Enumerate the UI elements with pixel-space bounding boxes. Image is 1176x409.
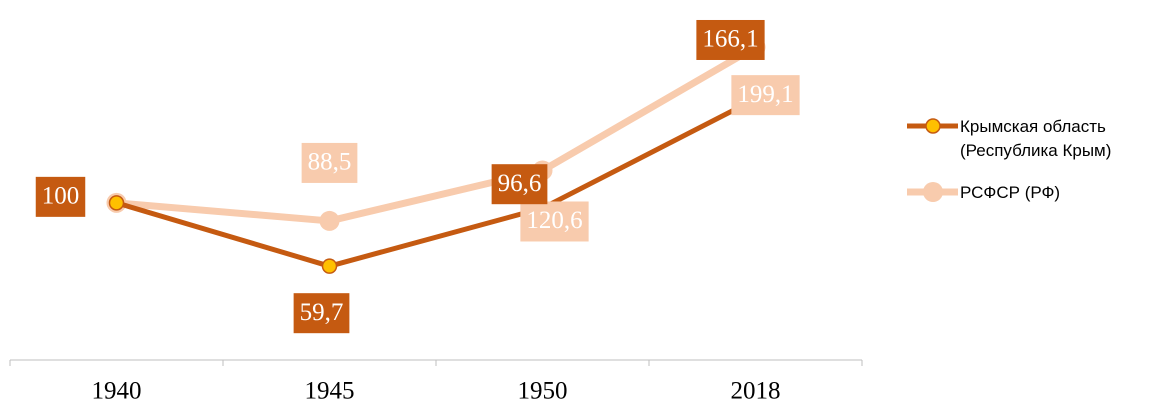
data-label-group: 166,1	[696, 19, 765, 60]
data-label-group: 96,6	[491, 164, 548, 205]
data-label-box	[696, 19, 765, 60]
data-label-group: 59,7	[293, 293, 350, 334]
data-label-box	[731, 75, 800, 116]
legend-marker	[923, 182, 943, 202]
data-label: 100	[42, 183, 80, 210]
data-label-group: 199,1	[731, 75, 800, 116]
legend-label: РСФСР (РФ)	[960, 183, 1061, 202]
data-label: 166,1	[702, 26, 758, 53]
data-label-group: 100	[35, 176, 86, 217]
chart: 1940 1945 1950 2018 88,5 120,6 199,1 100 59,7 96,…	[9, 19, 863, 405]
data-label: 199,1	[737, 81, 793, 108]
data-label-group: 120,6	[520, 201, 589, 242]
data-label-box	[293, 293, 350, 334]
legend: Крымская область (Республика Крым) РСФСР …	[905, 115, 1170, 223]
x-tick-label: 1945	[305, 378, 355, 405]
legend-marker	[925, 118, 941, 134]
x-tick-label: 1940	[92, 378, 142, 405]
legend-label: Крымская область (Республика Крым)	[960, 117, 1112, 160]
data-label-group: 88,5	[301, 142, 358, 183]
data-label: 59,7	[300, 299, 344, 326]
legend-swatch	[907, 118, 958, 134]
data-label: 96,6	[498, 170, 542, 197]
series-line	[115, 96, 757, 269]
data-label-box	[301, 142, 358, 183]
data-label-box	[520, 201, 589, 242]
legend-item: РСФСР (РФ)	[905, 181, 1170, 205]
data-label-box	[35, 176, 86, 217]
x-tick-label: 1950	[518, 378, 568, 405]
x-tick-label: 2018	[731, 378, 781, 405]
legend-swatch	[907, 182, 958, 202]
marker	[319, 210, 340, 231]
series-line	[116, 44, 758, 225]
marker	[321, 258, 338, 274]
data-label: 88,5	[308, 149, 352, 176]
data-label: 120,6	[526, 207, 582, 234]
legend-item: Крымская область (Республика Крым)	[905, 115, 1170, 163]
marker	[108, 195, 125, 211]
data-label-box	[491, 164, 548, 205]
